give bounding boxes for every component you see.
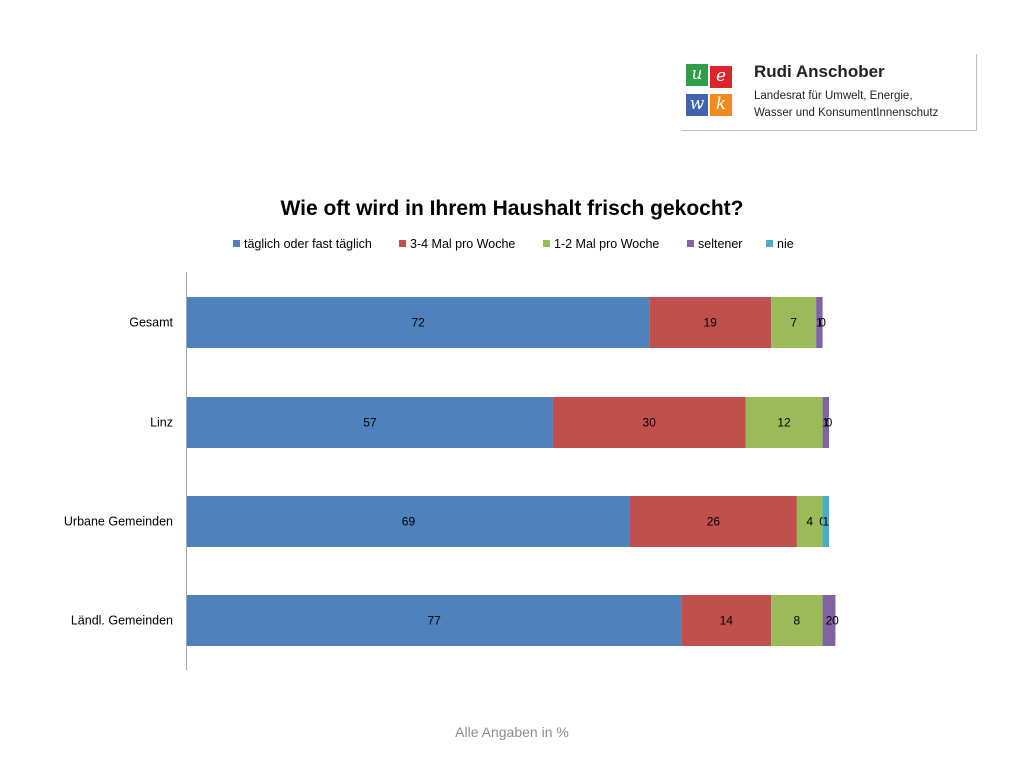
category-label-1: Linz — [150, 416, 173, 430]
category-label-0: Gesamt — [129, 316, 173, 330]
data-label-3-1: 14 — [720, 614, 734, 628]
legend-label-2: 1-2 Mal pro Woche — [554, 237, 659, 251]
legend-label-3: seltener — [698, 237, 742, 251]
logo-tile-w: w — [686, 94, 708, 116]
data-label-3-4: 0 — [832, 614, 839, 628]
data-label-0-4: 0 — [819, 316, 826, 330]
data-label-0-1: 19 — [704, 316, 718, 330]
bar-0-2 — [771, 297, 817, 348]
data-label-3-2: 8 — [794, 614, 801, 628]
data-label-0-3: 1 — [816, 316, 823, 330]
data-label-2-2: 4 — [806, 515, 813, 529]
bar-2-2 — [796, 496, 823, 547]
data-label-2-0: 69 — [402, 515, 416, 529]
bar-3-3 — [822, 595, 836, 646]
logo-subtitle-line-1: Landesrat für Umwelt, Energie, — [754, 90, 913, 102]
logo: u e w k Rudi Anschober Landesrat für Umw… — [682, 54, 977, 131]
bar-1-0 — [187, 397, 553, 448]
logo-name: Rudi Anschober — [754, 62, 885, 81]
logo-subtitle-line-2: Wasser und KonsumentInnenschutz — [754, 107, 939, 119]
data-label-3-3: 2 — [826, 614, 833, 628]
legend-swatch-0 — [233, 240, 240, 247]
legend-swatch-1 — [399, 240, 406, 247]
legend: täglich oder fast täglich 3-4 Mal pro Woc… — [233, 237, 794, 251]
data-label-3-0: 77 — [427, 614, 441, 628]
legend-label-1: 3-4 Mal pro Woche — [410, 237, 515, 251]
bar-2-0 — [187, 496, 630, 547]
bar-1-2 — [745, 397, 823, 448]
bar-0-1 — [649, 297, 772, 348]
data-label-1-0: 57 — [363, 416, 377, 430]
category-label-2: Urbane Gemeinden — [64, 515, 173, 529]
legend-swatch-2 — [543, 240, 550, 247]
footnote: Alle Angaben in % — [455, 724, 569, 740]
logo-tile-e: e — [710, 66, 732, 88]
category-labels: Gesamt Linz Urbane Gemeinden Ländl. Gemeind… — [64, 316, 174, 628]
category-label-3: Ländl. Gemeinden — [71, 614, 173, 628]
data-label-0-2: 7 — [790, 316, 797, 330]
data-label-0-0: 72 — [411, 316, 425, 330]
legend-swatch-4 — [766, 240, 773, 247]
legend-swatch-3 — [687, 240, 694, 247]
bar-1-3 — [822, 397, 829, 448]
bar-3-1 — [681, 595, 772, 646]
bar-2-4 — [822, 496, 829, 547]
bar-2-1 — [629, 496, 797, 547]
bar-0-0 — [187, 297, 650, 348]
bar-3-2 — [771, 595, 823, 646]
data-label-1-4: 0 — [826, 416, 833, 430]
bar-1-1 — [552, 397, 746, 448]
bar-0-3 — [816, 297, 823, 348]
stacked-bar-chart: Wie oft wird in Ihrem Haushalt frisch ge… — [64, 197, 839, 670]
data-label-1-2: 12 — [777, 416, 791, 430]
data-label-1-3: 1 — [822, 416, 829, 430]
data-label-1-1: 30 — [643, 416, 657, 430]
chart-title: Wie oft wird in Ihrem Haushalt frisch ge… — [280, 197, 743, 220]
bar-3-0 — [187, 595, 682, 646]
bars: 72197105730121069264017714820 — [187, 297, 839, 646]
data-label-2-1: 26 — [707, 515, 721, 529]
logo-tile-u: u — [686, 64, 708, 86]
legend-label-4: nie — [777, 237, 794, 251]
data-label-2-4: 1 — [822, 515, 829, 529]
logo-tile-k: k — [710, 94, 732, 116]
legend-label-0: täglich oder fast täglich — [244, 237, 372, 251]
